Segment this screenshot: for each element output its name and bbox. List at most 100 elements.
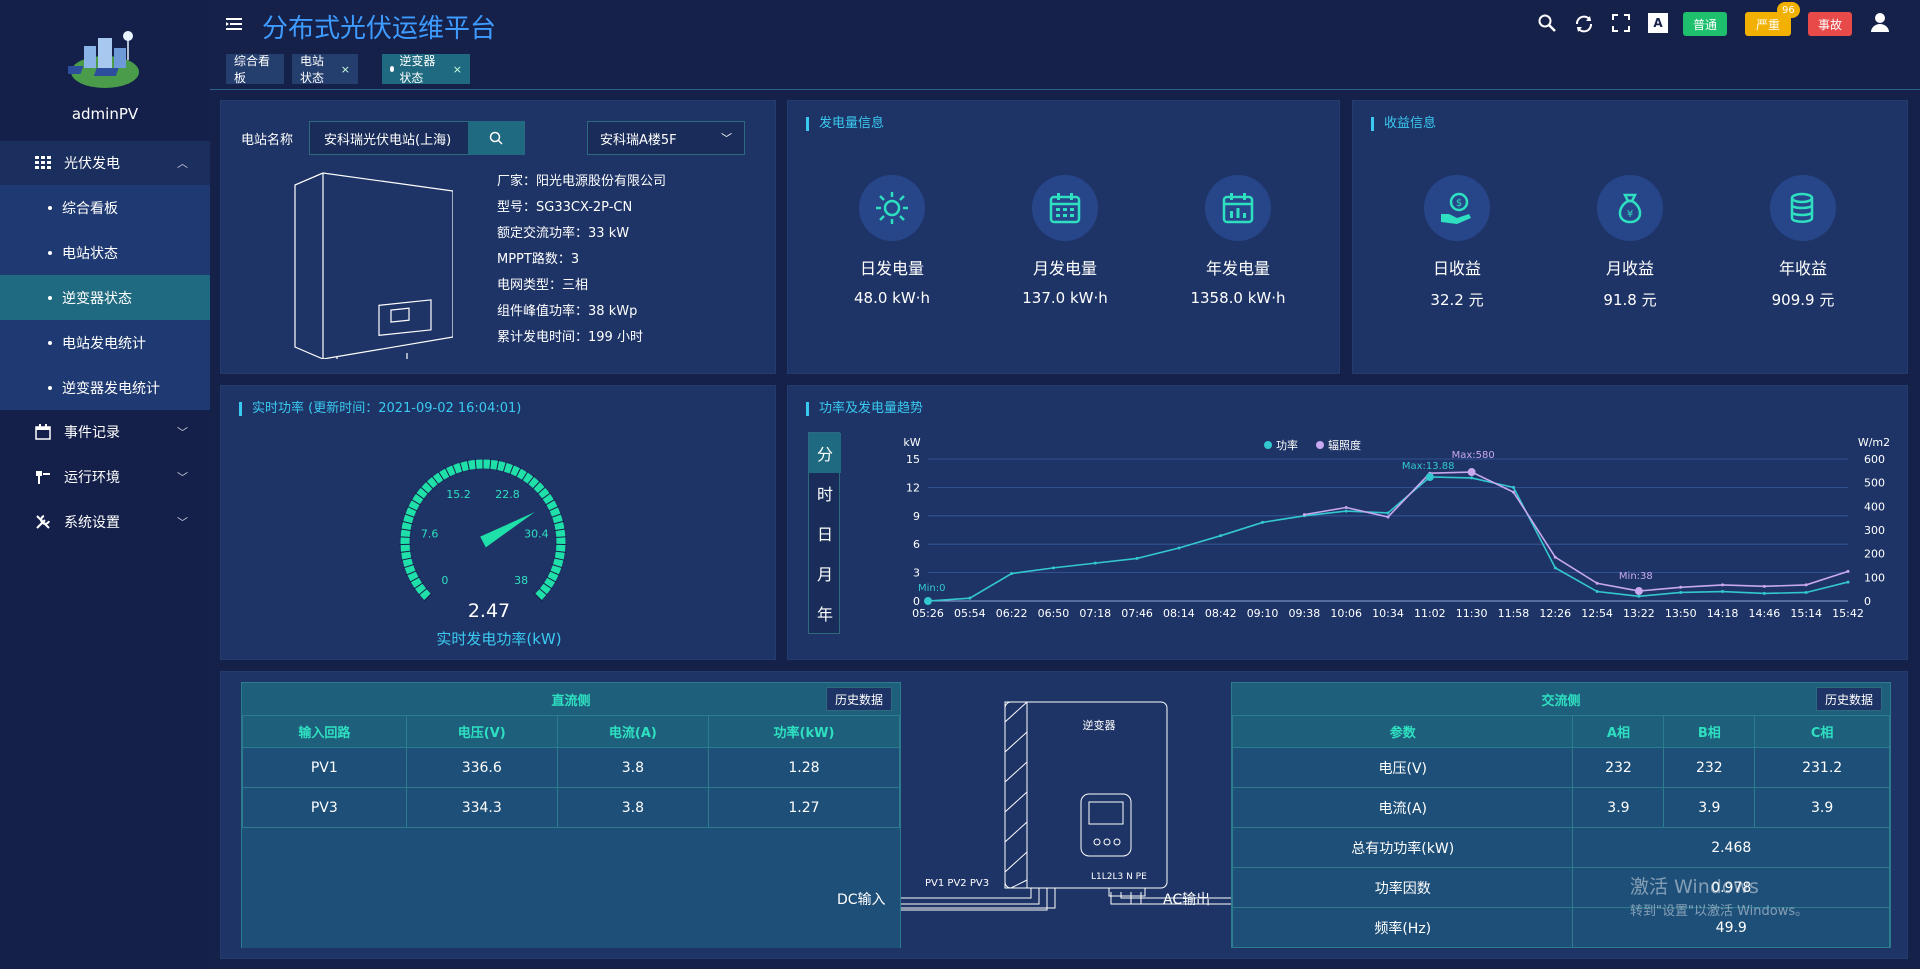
gauge-tick: [399, 550, 412, 554]
x-tick-label: 06:22: [996, 607, 1028, 620]
menu-group-pv[interactable]: 光伏发电 ︿: [0, 141, 210, 185]
menu-toggle-icon[interactable]: [226, 16, 242, 36]
dc-table-title: 直流侧: [551, 693, 591, 709]
menu-group-events[interactable]: 事件记录 ﹀: [0, 410, 210, 454]
series-point: [1595, 581, 1599, 585]
series-point: [1721, 590, 1725, 594]
station-search-field[interactable]: 安科瑞光伏电站(上海): [309, 121, 525, 155]
series-point: [1846, 569, 1850, 573]
gauge-tick-label: 7.6: [421, 528, 439, 541]
user-icon[interactable]: [1870, 12, 1890, 36]
sidebar-item-overview[interactable]: 综合看板: [0, 185, 210, 230]
gauge-tick: [413, 582, 424, 590]
gauge-tick: [451, 463, 457, 476]
sidebar-item-inverter-stats[interactable]: 逆变器发电统计: [0, 365, 210, 410]
dc-table-title-bar: 直流侧 历史数据: [242, 683, 900, 715]
x-tick-label: 12:54: [1581, 607, 1613, 620]
tab-inverter-status[interactable]: 逆变器状态 ×: [382, 54, 470, 85]
menu-group-label: 系统设置: [64, 515, 120, 531]
series-line: [927, 476, 1849, 602]
gauge-tick: [489, 458, 492, 471]
spec-value: 阳光电源股份有限公司: [536, 174, 667, 189]
series-point: [1637, 594, 1641, 598]
sidebar-item-station-stats[interactable]: 电站发电统计: [0, 320, 210, 365]
range-year-button[interactable]: 年: [816, 605, 833, 624]
y-tick-label-left: 3: [913, 567, 920, 580]
gauge-tick: [552, 520, 565, 525]
gauge-tick: [545, 576, 557, 583]
dc-table-wrap: 直流侧 历史数据 输入回路 电压(V) 电流(A) 功率(kW) PV1 336…: [241, 682, 901, 948]
coins-icon: [1770, 175, 1836, 241]
fullscreen-icon[interactable]: [1612, 14, 1630, 36]
series-point: [1470, 476, 1474, 480]
spec-row: 电网类型：三相: [497, 273, 666, 299]
close-icon[interactable]: ×: [340, 62, 350, 76]
pv-ports-label: PV1 PV2 PV3: [925, 878, 990, 889]
x-tick-label: 07:18: [1079, 607, 1111, 620]
ac-table: 参数 A相 B相 C相 电压(V) 232 232 231.2 电流(A) 3.…: [1231, 715, 1890, 948]
page-title: 分布式光伏运维平台: [262, 14, 497, 44]
series-point: [1511, 490, 1515, 494]
table-cell: 49.9: [1572, 907, 1890, 948]
sidebar-item-station-status[interactable]: 电站状态: [0, 230, 210, 275]
table-cell: PV1: [242, 747, 407, 788]
close-icon[interactable]: ×: [452, 62, 462, 76]
menu-group-environment[interactable]: 运行环境 ﹀: [0, 455, 210, 499]
menu-group-settings[interactable]: 系统设置 ﹀: [0, 500, 210, 544]
tools-icon: [34, 469, 52, 485]
y-tick-label-right: 100: [1864, 571, 1885, 584]
trend-chart-panel: 功率及发电量趋势 分 时 日 月 年 0 3 6 9 12 15 0 100 200 300 400…: [787, 385, 1908, 660]
station-spec-list: 厂家：阳光电源股份有限公司 型号：SG33CX-2P-CN 额定交流功率：33 …: [497, 169, 666, 351]
chevron-down-icon: ﹀: [721, 132, 732, 145]
range-minute-button[interactable]: 分: [809, 433, 841, 473]
station-name-value: 安科瑞光伏电站(上海): [324, 132, 452, 148]
x-tick-label: 12:26: [1539, 607, 1571, 620]
gauge-tick: [417, 587, 428, 596]
range-day-button[interactable]: 日: [816, 525, 833, 544]
station-name-label: 电站名称: [241, 133, 294, 148]
stat-label: 月发电量: [1032, 259, 1097, 278]
spec-key: 额定交流功率：: [497, 226, 589, 241]
menu-group-label: 光伏发电: [64, 156, 120, 172]
sidebar-item-inverter-status[interactable]: 逆变器状态: [0, 275, 210, 320]
ac-history-button[interactable]: 历史数据: [1816, 687, 1882, 711]
spec-key: 累计发电时间：: [497, 330, 589, 345]
gauge-tick: [509, 463, 515, 476]
gauge-tick: [550, 513, 563, 519]
tab-station-status[interactable]: 电站状态 ×: [292, 54, 358, 85]
inverter-illustration: [294, 172, 453, 359]
table-cell: 总有功功率(kW): [1231, 827, 1574, 868]
annotation-label: Min:38: [1619, 571, 1653, 582]
gauge-tick: [444, 466, 451, 479]
spec-row: 累计发电时间：199 小时: [497, 325, 666, 351]
table-cell: 2.468: [1572, 827, 1890, 868]
dc-history-button[interactable]: 历史数据: [826, 687, 892, 711]
stat-label: 日发电量: [859, 259, 924, 278]
series-point: [1302, 513, 1306, 517]
search-icon[interactable]: [1538, 14, 1556, 36]
range-month-button[interactable]: 月: [816, 565, 833, 584]
series-point: [1762, 591, 1766, 595]
gauge-tick-label: 0: [441, 574, 448, 587]
refresh-icon[interactable]: [1574, 14, 1594, 38]
gauge-tick: [554, 536, 567, 538]
gauge-tick: [402, 563, 415, 569]
search-icon[interactable]: [468, 121, 524, 155]
gauge-tick: [544, 498, 556, 506]
alarm-fault-badge[interactable]: 事故: [1808, 12, 1852, 36]
font-size-icon[interactable]: A: [1648, 13, 1668, 33]
table-cell: 功率因数: [1231, 867, 1574, 908]
series-point: [1553, 555, 1557, 559]
wrench-icon: [34, 514, 52, 530]
alarm-normal-badge[interactable]: 普通: [1683, 12, 1727, 36]
power-gauge: 0 7.6 15.2 22.8 30.4 38: [399, 458, 567, 602]
stat-value: 137.0 kW·h: [1022, 289, 1108, 307]
inverter-diagram: [901, 701, 1313, 911]
tab-overview[interactable]: 综合看板: [226, 54, 284, 85]
legend-swatch: [1316, 441, 1324, 449]
inverter-select[interactable]: 安科瑞A楼5F ﹀: [587, 121, 745, 155]
range-hour-button[interactable]: 时: [816, 485, 833, 504]
series-point: [1804, 590, 1808, 594]
series-point: [1219, 534, 1223, 538]
dc-table-empty-area: [242, 828, 900, 948]
